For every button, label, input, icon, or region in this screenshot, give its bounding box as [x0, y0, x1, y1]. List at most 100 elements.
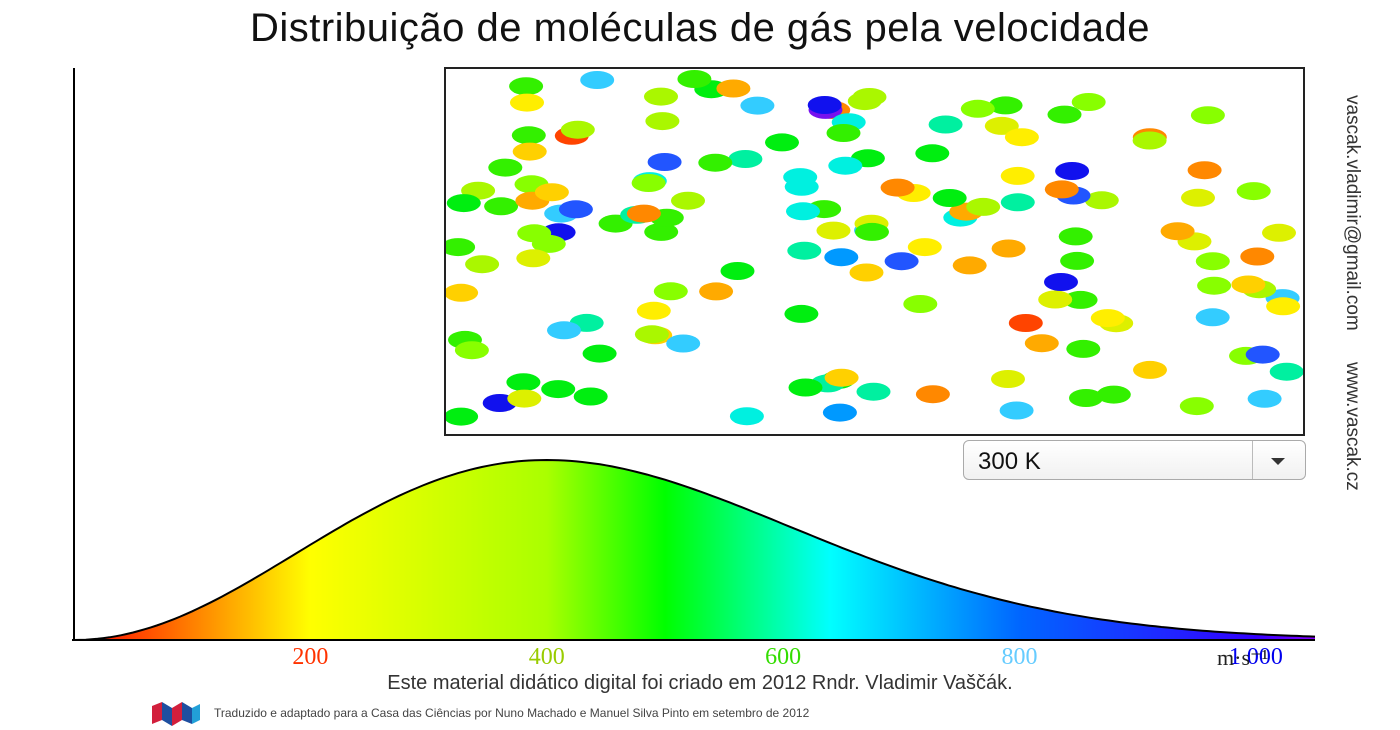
molecule — [1133, 360, 1167, 379]
molecule — [1266, 297, 1301, 316]
molecule — [645, 112, 680, 131]
molecule — [454, 341, 489, 360]
molecule — [1024, 334, 1059, 353]
molecule — [828, 156, 863, 175]
molecule — [1096, 385, 1131, 404]
molecule — [582, 344, 617, 363]
molecule — [1044, 180, 1079, 199]
molecule — [1004, 128, 1039, 147]
molecule — [822, 403, 857, 422]
molecule — [677, 70, 712, 88]
molecule — [488, 158, 523, 177]
molecule — [826, 124, 861, 142]
molecule — [729, 407, 764, 426]
molecule — [1060, 251, 1095, 270]
molecule — [960, 99, 995, 118]
molecule — [1047, 105, 1082, 124]
molecule — [699, 282, 734, 301]
molecule — [507, 389, 542, 408]
chevron-down-icon[interactable] — [1271, 458, 1285, 465]
molecule — [634, 325, 669, 344]
molecule — [784, 177, 819, 196]
molecule — [1084, 191, 1119, 210]
molecule-container — [444, 67, 1305, 436]
molecule — [928, 115, 963, 134]
x-axis-unit-label: m·s⁻¹ — [1217, 645, 1268, 670]
molecule — [1262, 223, 1296, 242]
molecule — [446, 283, 479, 302]
molecule — [644, 222, 679, 241]
molecule — [1160, 222, 1195, 241]
molecule — [465, 255, 500, 274]
molecule — [653, 282, 688, 301]
molecule — [636, 301, 671, 320]
molecule — [915, 144, 950, 163]
molecule — [1195, 252, 1230, 271]
molecule — [807, 96, 842, 114]
distribution-curve — [73, 458, 1316, 641]
molecule — [1000, 166, 1035, 185]
molecule — [788, 378, 823, 397]
molecule — [849, 263, 884, 282]
molecule — [824, 248, 859, 267]
molecule — [991, 239, 1026, 258]
temperature-select[interactable]: 300 K — [963, 440, 1306, 480]
molecule — [573, 387, 608, 406]
molecule — [1247, 389, 1282, 408]
molecule — [720, 262, 755, 280]
temperature-value: 300 K — [978, 448, 1041, 475]
molecule — [1195, 308, 1230, 327]
x-tick-label: 600 — [765, 644, 801, 670]
distribution-area — [74, 460, 1315, 640]
molecule — [784, 304, 819, 323]
molecule — [1069, 389, 1103, 407]
molecule — [1058, 227, 1093, 246]
molecule — [907, 238, 942, 257]
molecule — [880, 178, 915, 197]
molecule — [1008, 314, 1043, 332]
molecule — [647, 153, 682, 171]
molecule — [952, 256, 987, 275]
page-title: Distribuição de moléculas de gás pela ve… — [249, 6, 1151, 50]
credit-text: Este material didático digital foi criad… — [387, 672, 1013, 694]
molecule — [547, 321, 581, 340]
molecule — [1090, 309, 1125, 328]
molecule — [1179, 397, 1214, 416]
molecule — [1044, 273, 1078, 291]
molecule — [506, 373, 541, 392]
molecule — [484, 197, 519, 216]
molecule — [932, 189, 967, 207]
author-email[interactable]: vascak.vladimir@gmail.com — [1342, 95, 1363, 331]
molecule — [671, 191, 705, 210]
casa-das-ciencias-logo-icon — [152, 702, 200, 726]
molecule — [786, 202, 820, 221]
molecule — [698, 153, 733, 172]
molecule — [728, 150, 763, 168]
x-tick-label: 400 — [529, 644, 565, 670]
molecule — [511, 126, 546, 145]
molecule — [560, 120, 595, 139]
author-website[interactable]: www.vascak.cz — [1342, 362, 1363, 491]
molecule — [847, 92, 882, 111]
molecule — [517, 224, 552, 243]
molecule — [1066, 339, 1101, 358]
molecule — [999, 401, 1034, 420]
molecule — [1236, 182, 1271, 201]
molecule — [856, 382, 891, 401]
molecule — [1181, 188, 1215, 207]
molecule — [626, 204, 661, 223]
molecule — [824, 368, 859, 387]
molecule — [1038, 290, 1073, 309]
molecule — [1071, 93, 1106, 111]
molecule — [915, 385, 950, 404]
molecule — [1187, 161, 1222, 180]
molecule — [991, 370, 1025, 388]
molecule — [1197, 276, 1232, 295]
molecule — [446, 407, 479, 426]
x-tick-label: 1 000 — [1229, 644, 1283, 670]
molecule — [1240, 247, 1275, 266]
molecule — [644, 87, 678, 106]
molecule — [1132, 131, 1167, 150]
molecule — [966, 197, 1001, 216]
molecule — [446, 194, 481, 213]
